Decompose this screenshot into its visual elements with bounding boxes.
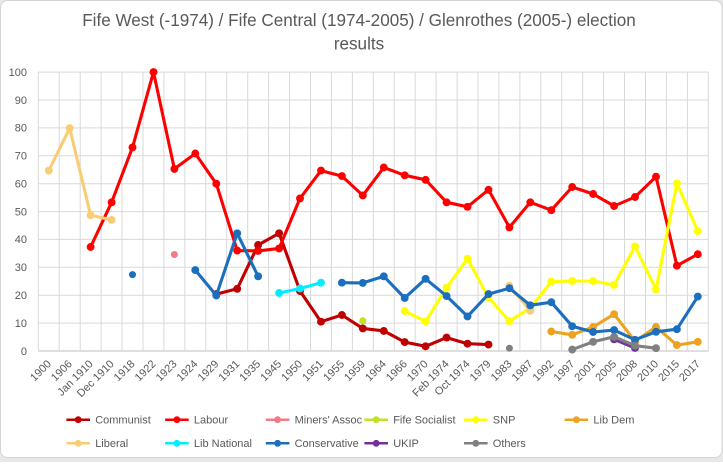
svg-text:20: 20 bbox=[15, 290, 27, 302]
svg-text:results: results bbox=[334, 35, 384, 54]
svg-text:Lib National: Lib National bbox=[194, 438, 252, 450]
svg-text:Others: Others bbox=[493, 438, 527, 450]
svg-text:SNP: SNP bbox=[493, 415, 516, 427]
svg-text:50: 50 bbox=[15, 206, 27, 218]
svg-text:100: 100 bbox=[9, 67, 27, 79]
svg-text:Liberal: Liberal bbox=[95, 438, 128, 450]
svg-text:70: 70 bbox=[15, 151, 27, 163]
svg-text:Fife West (-1974) / Fife Centr: Fife West (-1974) / Fife Central (1974-2… bbox=[82, 11, 636, 30]
svg-text:90: 90 bbox=[15, 95, 27, 107]
svg-text:Lib Dem: Lib Dem bbox=[593, 415, 634, 427]
svg-text:80: 80 bbox=[15, 123, 27, 135]
svg-text:60: 60 bbox=[15, 179, 27, 191]
svg-text:Labour: Labour bbox=[194, 415, 229, 427]
svg-text:10: 10 bbox=[15, 318, 27, 330]
svg-text:0: 0 bbox=[21, 346, 27, 358]
svg-text:40: 40 bbox=[15, 234, 27, 246]
svg-text:Conservative: Conservative bbox=[295, 438, 359, 450]
svg-text:UKIP: UKIP bbox=[393, 438, 419, 450]
svg-text:Miners' Assoc: Miners' Assoc bbox=[295, 415, 363, 427]
svg-text:Communist: Communist bbox=[95, 415, 151, 427]
svg-text:30: 30 bbox=[15, 262, 27, 274]
svg-text:Fife Socialist: Fife Socialist bbox=[393, 415, 455, 427]
